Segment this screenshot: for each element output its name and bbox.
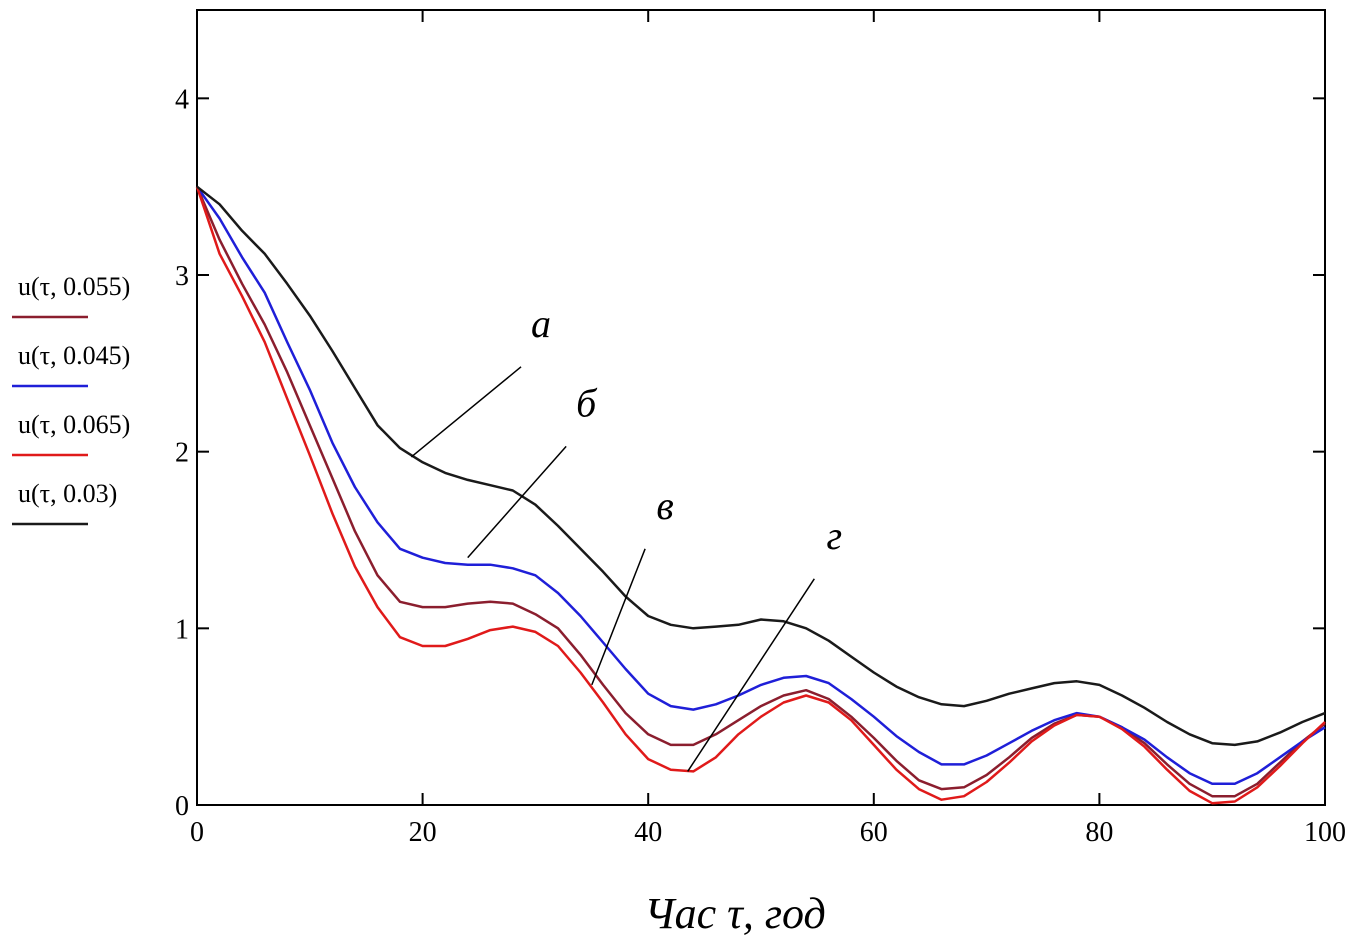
annotation-label: г xyxy=(827,513,843,558)
y-tick-label: 4 xyxy=(175,84,189,115)
annotation-label: а xyxy=(531,301,551,346)
y-tick-label: 0 xyxy=(175,791,189,822)
x-axis-label: Час τ, год xyxy=(644,889,825,938)
y-tick-label: 3 xyxy=(175,261,189,292)
legend-label: u(τ, 0.03) xyxy=(18,479,117,508)
annotation-label: в xyxy=(656,483,673,528)
series-line xyxy=(195,185,1326,786)
series-line xyxy=(195,186,1326,805)
x-tick-label: 100 xyxy=(1304,817,1346,848)
series-line xyxy=(196,185,1326,747)
x-tick-label: 20 xyxy=(409,817,437,848)
annotation-leader xyxy=(687,578,815,772)
axes: 0 20 40 60 80 100 0 1 2 3 4 xyxy=(175,9,1346,848)
legend-label: u(τ, 0.045) xyxy=(18,341,130,370)
plot-frame xyxy=(196,9,1326,806)
y-tick-label: 1 xyxy=(175,614,189,645)
annotation-leader xyxy=(410,366,522,458)
x-tick-label: 40 xyxy=(634,817,662,848)
x-tick-label: 60 xyxy=(860,817,888,848)
annotations: аб в г xyxy=(410,301,843,772)
legend: u(τ, 0.055) u(τ, 0.045) u(τ, 0.065) u(τ, 0.… xyxy=(12,272,130,526)
annotation-leader xyxy=(591,548,646,686)
annotation-label: б xyxy=(576,380,598,425)
y-tick-label: 2 xyxy=(175,438,189,469)
x-tick-label: 0 xyxy=(190,817,204,848)
x-tick-label: 80 xyxy=(1085,817,1113,848)
legend-label: u(τ, 0.055) xyxy=(18,272,130,301)
series-lines xyxy=(195,185,1326,805)
series-line xyxy=(195,186,1326,798)
annotation-leader xyxy=(467,445,567,559)
legend-label: u(τ, 0.065) xyxy=(18,410,130,439)
